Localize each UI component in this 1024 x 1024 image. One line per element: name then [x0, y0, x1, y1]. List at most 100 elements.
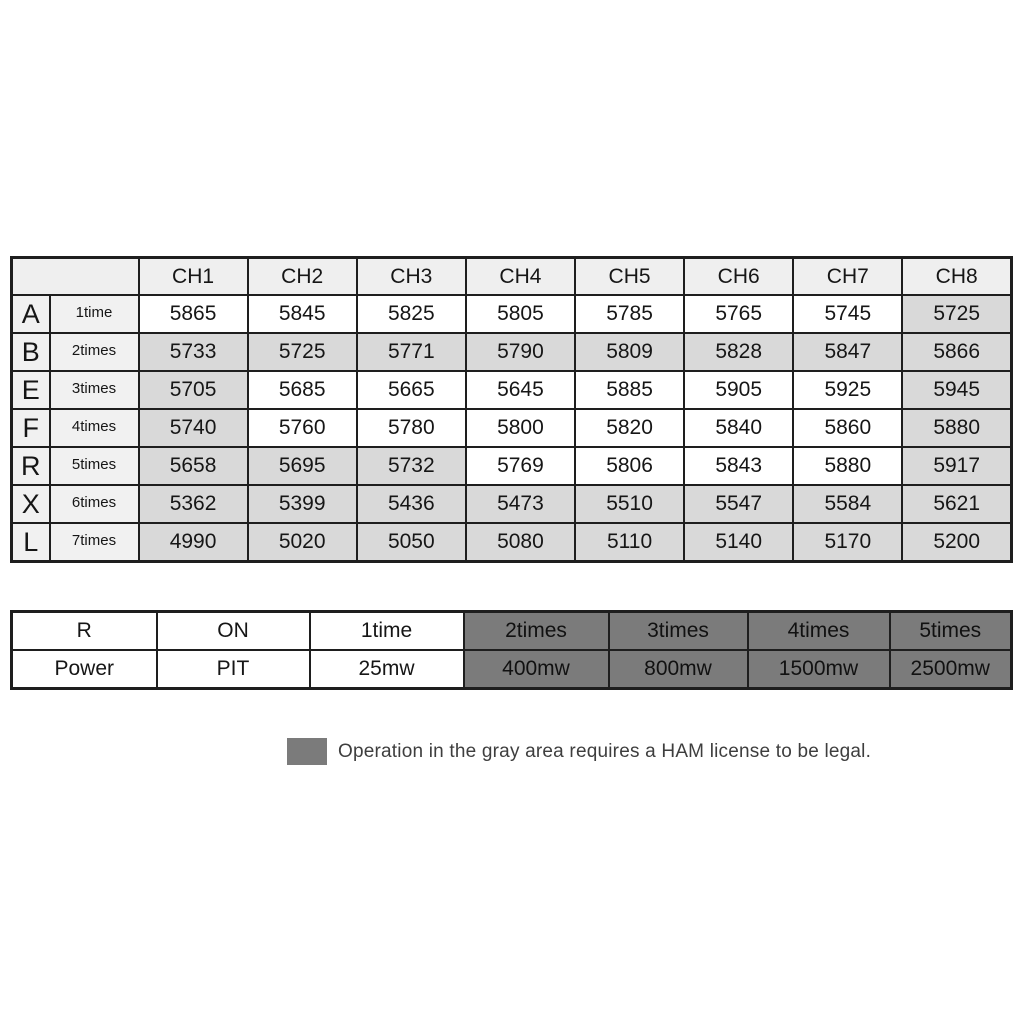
settings-cell: 1500mw	[746, 649, 891, 690]
times-label: 6times	[48, 484, 140, 524]
times-label-text: 5times	[71, 455, 117, 473]
settings-cell: 400mw	[462, 649, 610, 690]
freq-cell: 5362	[137, 484, 249, 524]
freq-cell: 5733	[137, 332, 249, 372]
times-label-text: 3times	[71, 379, 117, 397]
settings-cell: 800mw	[607, 649, 749, 690]
freq-cell: 5740	[137, 408, 249, 448]
frequency-table: CH1 CH2 CH3 CH4 CH5 CH6 CH7 CH8 A 1time 5865 5845 5…	[10, 256, 1013, 563]
freq-cell: 5584	[792, 484, 904, 524]
times-label: 5times	[48, 446, 140, 486]
settings-row-0: R ON 1time 2times 3times 4times 5times	[10, 610, 1013, 651]
freq-cell: 5880	[901, 408, 1013, 448]
freq-cell: 5020	[246, 522, 358, 563]
freq-cell: 5806	[573, 446, 686, 486]
band-row-x: X 6times 5362 5399 5436 5473 5510 5547 5584 5621	[10, 484, 1013, 524]
freq-cell: 5645	[464, 370, 577, 410]
settings-cell: R	[10, 610, 158, 651]
legend: Operation in the gray area requires a HA…	[287, 738, 871, 765]
times-label: 1time	[48, 294, 140, 334]
freq-cell: 5050	[355, 522, 467, 563]
freq-cell: 5800	[464, 408, 577, 448]
freq-cell: 5658	[137, 446, 249, 486]
times-label-text: 4times	[71, 417, 117, 435]
band-row-f: F 4times 5740 5760 5780 5800 5820 5840 5860 5880	[10, 408, 1013, 448]
channel-header-ch7: CH7	[792, 256, 904, 296]
freq-cell: 5765	[683, 294, 795, 334]
settings-cell: 25mw	[308, 649, 465, 690]
freq-cell: 5840	[683, 408, 795, 448]
channel-header-ch5: CH5	[573, 256, 686, 296]
settings-table-body: R ON 1time 2times 3times 4times 5times Power PIT…	[10, 610, 1013, 690]
band-label: B	[10, 332, 51, 372]
freq-cell: 5760	[246, 408, 358, 448]
freq-cell: 5925	[792, 370, 904, 410]
times-label: 2times	[48, 332, 140, 372]
freq-cell: 5905	[683, 370, 795, 410]
settings-cell: 3times	[607, 610, 749, 651]
channel-header-ch8: CH8	[901, 256, 1013, 296]
times-label-text: 2times	[71, 341, 117, 359]
band-row-l: L 7times 4990 5020 5050 5080 5110 5140 5170 5200	[10, 522, 1013, 563]
freq-table-body: A 1time 5865 5845 5825 5805 5785 5765 5745 5725 B 2…	[10, 294, 1013, 563]
freq-cell: 5705	[137, 370, 249, 410]
freq-cell: 5880	[792, 446, 904, 486]
times-label: 3times	[48, 370, 140, 410]
freq-cell: 5685	[246, 370, 358, 410]
times-label: 7times	[48, 522, 140, 563]
legend-text: Operation in the gray area requires a HA…	[338, 740, 872, 762]
freq-cell: 5200	[901, 522, 1013, 563]
band-label: E	[10, 370, 51, 410]
band-row-b: B 2times 5733 5725 5771 5790 5809 5828 5847 5866	[10, 332, 1013, 372]
channel-header-ch6: CH6	[683, 256, 795, 296]
freq-cell: 5745	[792, 294, 904, 334]
freq-cell: 5473	[464, 484, 577, 524]
freq-cell: 5805	[464, 294, 577, 334]
freq-cell: 5080	[464, 522, 577, 563]
channel-header-ch4: CH4	[464, 256, 577, 296]
settings-cell: 4times	[746, 610, 891, 651]
freq-cell: 5725	[901, 294, 1013, 334]
settings-cell: 2times	[462, 610, 610, 651]
power-settings-table: R ON 1time 2times 3times 4times 5times Power PIT…	[10, 610, 1013, 690]
freq-cell: 5547	[683, 484, 795, 524]
freq-cell: 5860	[792, 408, 904, 448]
settings-cell: ON	[155, 610, 311, 651]
freq-cell: 5621	[901, 484, 1013, 524]
freq-cell: 5725	[246, 332, 358, 372]
freq-cell: 5769	[464, 446, 577, 486]
freq-cell: 5820	[573, 408, 686, 448]
freq-cell: 5865	[137, 294, 249, 334]
freq-cell: 5110	[573, 522, 686, 563]
freq-cell: 5665	[355, 370, 467, 410]
freq-cell: 5885	[573, 370, 686, 410]
gray-area-swatch	[287, 738, 327, 765]
settings-cell: 5times	[888, 610, 1013, 651]
settings-cell: Power	[10, 649, 158, 690]
freq-cell: 5809	[573, 332, 686, 372]
times-label-text: 7times	[71, 531, 117, 549]
settings-cell: PIT	[155, 649, 311, 690]
settings-row-1: Power PIT 25mw 400mw 800mw 1500mw 2500mw	[10, 649, 1013, 690]
freq-cell: 5695	[246, 446, 358, 486]
channel-header-ch1: CH1	[137, 256, 249, 296]
freq-cell: 5170	[792, 522, 904, 563]
freq-cell: 5845	[246, 294, 358, 334]
freq-cell: 5917	[901, 446, 1013, 486]
freq-cell: 5866	[901, 332, 1013, 372]
channel-header-ch3: CH3	[355, 256, 467, 296]
times-label: 4times	[48, 408, 140, 448]
freq-cell: 5510	[573, 484, 686, 524]
times-label-text: 6times	[71, 493, 117, 511]
freq-table-header-row: CH1 CH2 CH3 CH4 CH5 CH6 CH7 CH8	[10, 256, 1013, 296]
freq-cell: 5436	[355, 484, 467, 524]
freq-cell: 5785	[573, 294, 686, 334]
band-row-a: A 1time 5865 5845 5825 5805 5785 5765 5745 5725	[10, 294, 1013, 334]
settings-cell: 2500mw	[888, 649, 1013, 690]
band-row-r: R 5times 5658 5695 5732 5769 5806 5843 5880 5917	[10, 446, 1013, 486]
freq-cell: 5825	[355, 294, 467, 334]
freq-cell: 5843	[683, 446, 795, 486]
band-label: X	[10, 484, 51, 524]
band-label: L	[10, 522, 51, 563]
